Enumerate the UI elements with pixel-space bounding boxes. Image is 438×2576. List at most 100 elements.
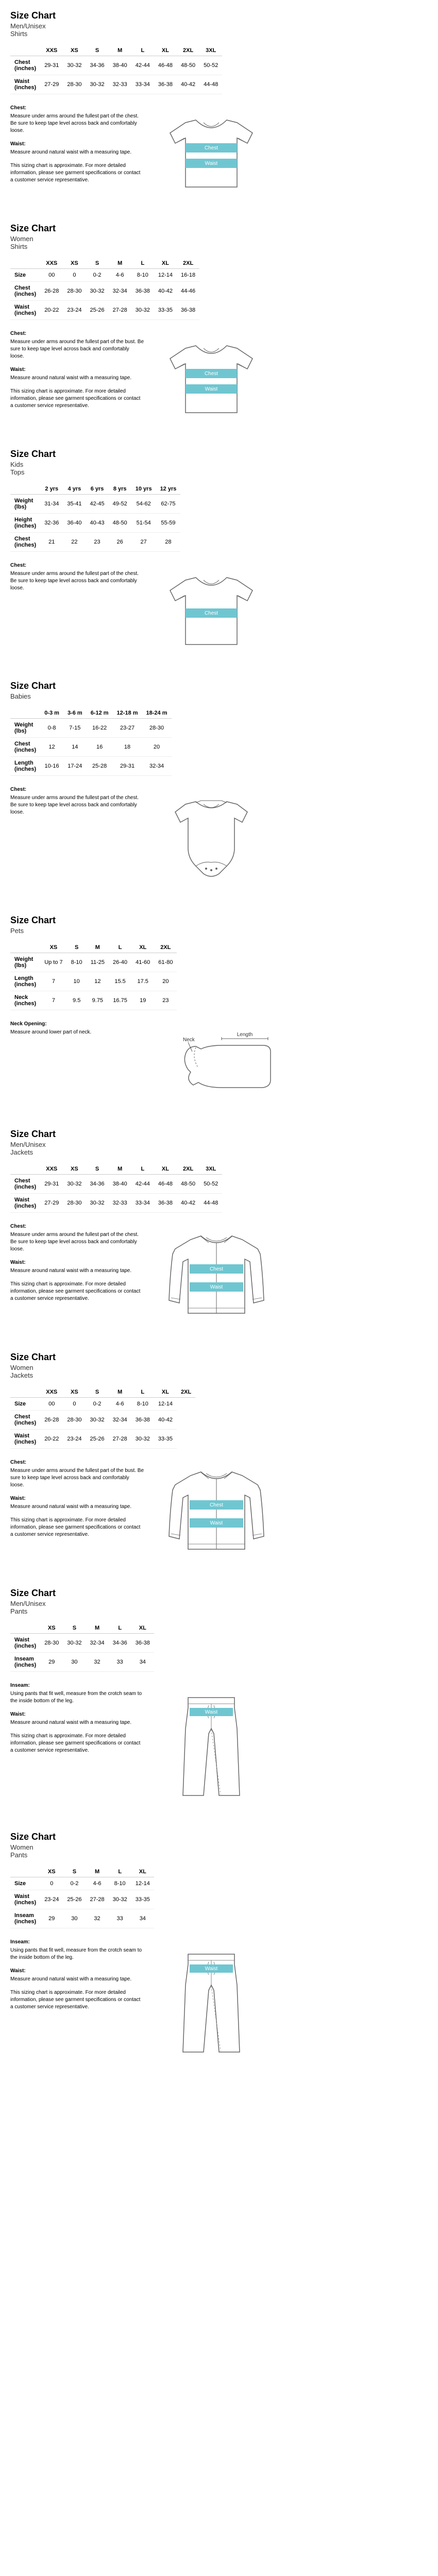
table-cell: 25-26 — [86, 1430, 108, 1449]
size-chart-section: Size ChartMen/UnisexPantsXSSMLXLWaist (i… — [10, 1588, 428, 1806]
row-label: Chest (inches) — [10, 282, 40, 301]
table-cell: 29-31 — [113, 757, 142, 776]
table-header — [10, 1387, 40, 1398]
info-body: This sizing chart is approximate. For mo… — [10, 1989, 144, 2011]
table-row: Waist (inches)28-3030-3232-3434-3636-38 — [10, 1634, 154, 1653]
row-label: Waist (inches) — [10, 301, 40, 320]
row-label: Weight (lbs) — [10, 495, 40, 514]
table-cell: 27-29 — [40, 1194, 63, 1213]
size-table: XXSXSSMLXL2XL3XLChest (inches)29-3130-32… — [10, 45, 222, 94]
table-cell: 16 — [87, 738, 113, 757]
table-header: M — [109, 258, 131, 269]
size-table: 2 yrs4 yrs6 yrs8 yrs10 yrs12 yrsWeight (… — [10, 484, 180, 552]
size-chart-section: Size ChartKidsTops2 yrs4 yrs6 yrs8 yrs10… — [10, 449, 428, 655]
table-cell: 8-10 — [67, 953, 87, 972]
table-cell: 9.5 — [67, 991, 87, 1010]
table-header: XS — [63, 1164, 86, 1175]
table-row: Weight (lbs)Up to 78-1011-2526-4041-6061… — [10, 953, 177, 972]
info-label: Inseam: — [10, 1939, 144, 1946]
row-label: Size — [10, 1398, 40, 1411]
info-label: Chest: — [10, 786, 144, 793]
table-cell: 27-28 — [86, 1890, 108, 1909]
table-header: XS — [40, 1623, 63, 1634]
table-cell: 9.75 — [87, 991, 109, 1010]
table-cell: 12 — [40, 738, 63, 757]
info-text: Chest:Measure under arms around the full… — [10, 1223, 144, 1309]
table-cell: 44-48 — [199, 75, 222, 94]
table-cell: 12-14 — [131, 1877, 154, 1890]
table-cell: 23-27 — [113, 719, 142, 738]
table-cell: 30 — [63, 1909, 86, 1928]
table-cell: 21 — [40, 533, 63, 552]
table-cell: 30-32 — [131, 1430, 154, 1449]
info-label: Chest: — [10, 1223, 144, 1230]
section-subtitle: Men/UnisexPants — [10, 1600, 428, 1615]
table-cell: 35-41 — [63, 495, 86, 514]
table-header: XXS — [40, 1387, 63, 1398]
table-row: Length (inches)7101215.517.520 — [10, 972, 177, 991]
row-label: Chest (inches) — [10, 1175, 40, 1194]
table-cell: 42-45 — [86, 495, 108, 514]
table-row: Waist (inches)27-2928-3030-3232-3333-343… — [10, 1194, 222, 1213]
table-header: S — [67, 942, 87, 953]
info-text: Neck Opening:Measure around lower part o… — [10, 1021, 144, 1042]
info-text: Chest:Measure under arms around the full… — [10, 786, 144, 822]
table-cell: 40-42 — [154, 282, 177, 301]
table-header: S — [86, 1387, 108, 1398]
svg-text:Waist: Waist — [210, 1520, 223, 1526]
table-row: Size0000-24-68-1012-1416-18 — [10, 269, 199, 282]
table-cell: 33-35 — [154, 1430, 177, 1449]
size-chart-section: Size ChartMen/UnisexJacketsXXSXSSMLXL2XL… — [10, 1129, 428, 1326]
info-body: Using pants that fit well, measure from … — [10, 1690, 144, 1705]
table-header: 18-24 m — [142, 708, 172, 719]
row-label: Length (inches) — [10, 972, 40, 991]
table-cell: 12-14 — [154, 269, 177, 282]
table-cell: 0 — [40, 1877, 63, 1890]
table-cell: 20-22 — [40, 1430, 63, 1449]
garment-diagram: Chest — [160, 562, 263, 655]
table-cell: 16.75 — [109, 991, 131, 1010]
info-body: Measure around lower part of neck. — [10, 1029, 144, 1036]
section-subtitle: Men/UnisexJackets — [10, 1141, 428, 1156]
table-cell: 0-2 — [86, 269, 108, 282]
table-cell: 28-30 — [63, 75, 86, 94]
table-row: Waist (inches)20-2223-2425-2627-2830-323… — [10, 1430, 195, 1449]
table-row: Inseam (inches)2930323334 — [10, 1909, 154, 1928]
row-label: Waist (inches) — [10, 1194, 40, 1213]
info-body: Measure around natural waist with a meas… — [10, 1503, 144, 1511]
table-cell: 32 — [86, 1909, 108, 1928]
info-body: Measure around natural waist with a meas… — [10, 1976, 144, 1983]
table-header: S — [86, 1164, 108, 1175]
info-label: Inseam: — [10, 1682, 144, 1689]
svg-text:Neck: Neck — [183, 1037, 195, 1043]
table-header: 8 yrs — [109, 484, 131, 495]
table-cell: 48-50 — [109, 514, 131, 533]
table-cell: 33 — [109, 1909, 131, 1928]
table-header: L — [109, 942, 131, 953]
info-text: Chest:Measure under arms around the full… — [10, 330, 144, 416]
info-label: Waist: — [10, 366, 144, 374]
table-cell: 30 — [63, 1653, 86, 1672]
table-cell: 34 — [131, 1909, 154, 1928]
table-cell: 12-14 — [154, 1398, 177, 1411]
info-label: Waist: — [10, 141, 144, 148]
table-cell: 25-26 — [63, 1890, 86, 1909]
table-cell: 30-32 — [86, 1194, 108, 1213]
table-cell: 33-34 — [131, 75, 154, 94]
size-table: XSSMLXLWaist (inches)28-3030-3232-3434-3… — [10, 1623, 154, 1672]
info-text: Chest:Measure under arms around the full… — [10, 105, 144, 190]
table-cell: 41-60 — [131, 953, 154, 972]
table-header: XL — [131, 1623, 154, 1634]
info-body: This sizing chart is approximate. For mo… — [10, 1517, 144, 1538]
table-header: L — [109, 1867, 131, 1877]
svg-text:Waist: Waist — [205, 161, 218, 166]
table-cell: 17-24 — [63, 757, 87, 776]
table-header: XL — [154, 1387, 177, 1398]
table-cell: 20 — [142, 738, 172, 757]
svg-text:Waist: Waist — [205, 386, 218, 392]
table-cell: 30-32 — [86, 1411, 108, 1430]
table-row: Chest (inches)29-3130-3234-3638-4042-444… — [10, 56, 222, 75]
table-cell: 7 — [40, 991, 66, 1010]
row-label: Length (inches) — [10, 757, 40, 776]
section-title: Size Chart — [10, 1832, 428, 1842]
